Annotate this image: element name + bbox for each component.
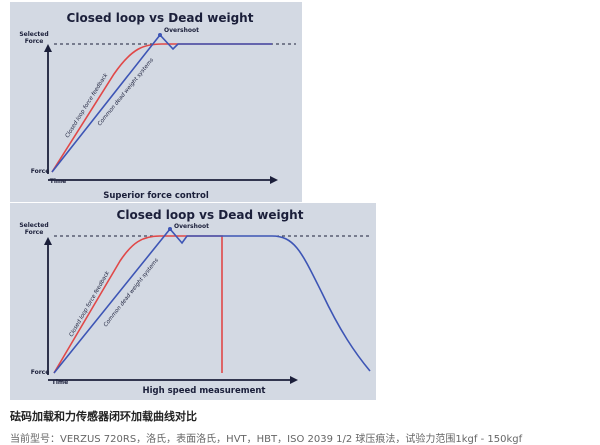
diagram2-selected-label: Selected bbox=[19, 222, 48, 229]
diagram1-closed-loop-curve bbox=[51, 43, 272, 173]
diagram2-closed-loop-curve bbox=[53, 235, 223, 374]
diagram2-force-origin-label: Force bbox=[31, 369, 50, 376]
diagram1-closed-loop-label: Closed loop force feedback bbox=[65, 72, 110, 139]
diagram2-dead-weight-label: Common dead weight systems bbox=[103, 257, 160, 328]
diagram1-selected-label: Selected bbox=[19, 31, 48, 38]
diagram2-overshoot-label: Overshoot bbox=[174, 223, 209, 230]
diagram-superior-force-control: Closed loop vs Dead weight Selected Forc… bbox=[10, 2, 302, 202]
diagram1-force-top-label: Force bbox=[25, 38, 44, 45]
diagram2-title: Closed loop vs Dead weight bbox=[117, 208, 304, 222]
diagram1-title: Closed loop vs Dead weight bbox=[67, 11, 254, 25]
diagram1-dead-weight-curve bbox=[51, 33, 272, 173]
diagram-high-speed-measurement: Closed loop vs Dead weight Selected Forc… bbox=[10, 203, 376, 400]
diagram1-force-origin-label: Force bbox=[31, 168, 50, 175]
model-info-line: 当前型号：VERZUS 720RS，洛氏，表面洛氏，HVT，HBT，ISO 20… bbox=[10, 434, 523, 445]
diagram1-caption: Superior force control bbox=[103, 191, 209, 201]
diagram1-svg: Closed loop vs Dead weight Selected Forc… bbox=[19, 11, 296, 201]
diagram1-dead-weight-label: Common dead weight systems bbox=[97, 57, 155, 127]
diagram2-overshoot-point bbox=[168, 227, 172, 231]
diagram2-force-top-label: Force bbox=[25, 229, 44, 236]
diagram1-overshoot-label: Overshoot bbox=[164, 27, 199, 34]
diagram2-caption: High speed measurement bbox=[142, 386, 265, 396]
diagram1-time-label: Time bbox=[50, 178, 66, 185]
diagram2-svg: Closed loop vs Dead weight Selected Forc… bbox=[19, 208, 372, 396]
diagram2-dead-weight-curve bbox=[53, 227, 371, 374]
figure-caption: 砝码加载和力传感器闭环加载曲线对比 bbox=[10, 410, 197, 423]
diagram2-time-label: Time bbox=[52, 379, 68, 386]
diagram1-overshoot-point bbox=[158, 33, 162, 37]
